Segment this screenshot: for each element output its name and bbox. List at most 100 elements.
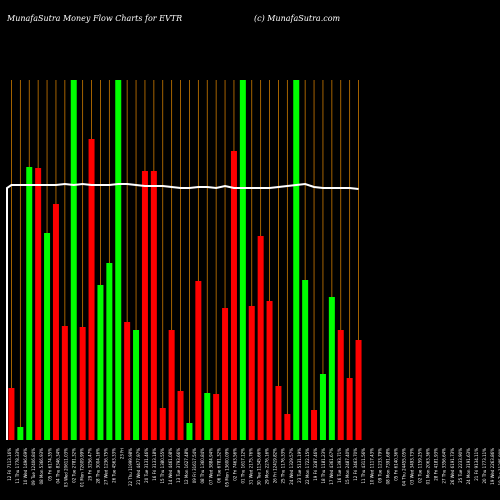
x-tick-label: 26 Tue 4563.33%: [112, 448, 117, 483]
x-tick-label: 02 Tue 1159.25%: [418, 448, 423, 483]
bar: [337, 330, 344, 440]
x-tick-label: 25 Thu 1176.33%: [281, 448, 286, 484]
x-tick-label: 18 Tue 11285.90%: [498, 448, 500, 486]
x-tick-label: 22 Thu 11999.98%: [128, 448, 133, 486]
bar: [168, 330, 175, 440]
x-tick-label: 12 Fri 7113.16%: [7, 448, 12, 481]
bar: [186, 423, 193, 440]
bar: [293, 80, 300, 440]
bar: [44, 233, 51, 440]
x-tick-label: 09 Fri 31617.54%: [192, 448, 197, 483]
x-tick-label: 10 Wed 1496.69%: [23, 448, 28, 485]
bar: [311, 410, 318, 440]
x-tick-label: 05 Mon 13600.09%: [224, 448, 229, 487]
x-tick-label: 27 Thu 3356.64%: [442, 448, 447, 484]
x-tick-label: 07 Wed 3884.94%: [208, 448, 213, 485]
bar: [106, 263, 113, 440]
bar: [266, 301, 273, 440]
bar: [52, 204, 59, 440]
bar: [284, 414, 291, 440]
x-tick-label: 14 Wed 4461.08%: [168, 448, 173, 485]
bar: [248, 306, 255, 440]
x-tick-label: 05 Fri 6140.36%: [393, 448, 398, 481]
bar: [230, 151, 237, 440]
x-tick-label: 30 Tue 11345.66%: [257, 448, 262, 486]
bar: [222, 308, 229, 440]
x-tick-label: 29 Fri 3256.47%: [88, 448, 93, 481]
bar: [88, 139, 95, 440]
bar: [150, 171, 157, 440]
bar: [257, 236, 264, 440]
x-tick-label: 01 Mon 72609.99%: [79, 448, 84, 487]
chart-credit: (c) MunafaSutra.com: [254, 14, 341, 23]
x-tick-label: 23 Fri: [120, 448, 125, 459]
x-tick-label: 15 Mon 2487.40%: [345, 448, 350, 485]
x-tick-label: 22 Mon 1722.15%: [305, 448, 310, 485]
x-tick-label: 09 Tue 1233.79%: [377, 448, 382, 483]
x-tick-label: 18 Thu 1181.23%: [321, 448, 326, 484]
x-tick-label: 11 Thu 1778.33%: [15, 448, 20, 484]
bar: [177, 391, 184, 440]
bar: [79, 327, 86, 440]
x-tick-label: 03 Wed 20611.03%: [63, 448, 68, 487]
bar: [97, 285, 104, 440]
bar: [239, 80, 246, 440]
x-tick-label: 01 Mon 2063.36%: [426, 448, 431, 485]
bar: [61, 326, 68, 440]
x-tick-label: 10 Wed 1117.43%: [369, 448, 374, 485]
x-tick-label: 16 Tue 1393.71%: [337, 448, 342, 483]
x-tick-label: 12 Mon 1627.48%: [184, 448, 189, 485]
x-tick-label: 04 Thu 24455.05%: [401, 448, 406, 486]
bar: [319, 374, 326, 440]
x-tick-label: 08 Thu 1360.84%: [200, 448, 205, 484]
bar: [124, 322, 131, 440]
bar: [275, 386, 282, 440]
x-tick-label: 06 Tue 6781.32%: [216, 448, 221, 483]
x-tick-label: 13 Tue 3793.66%: [176, 448, 181, 483]
x-tick-label: 05 Fri 6174.35%: [47, 448, 52, 481]
x-tick-label: 20 Thu 1773.11%: [482, 448, 487, 484]
x-tick-label: 20 Tue 3131.46%: [144, 448, 149, 483]
x-tick-label: 17 Wed 4361.67%: [329, 448, 334, 485]
x-tick-label: 15 Thu 1380.55%: [160, 448, 165, 484]
bar: [302, 280, 309, 440]
bar: [26, 167, 33, 440]
x-tick-label: 08 Mon 7391.68%: [385, 448, 390, 485]
x-tick-label: 29 Mon 2276.16%: [265, 448, 270, 485]
x-tick-label: 23 Tue 5131.19%: [297, 448, 302, 483]
bar: [355, 340, 362, 440]
x-tick-label: 19 Wed 2263.86%: [490, 448, 495, 485]
bar: [8, 388, 15, 440]
x-tick-label: 01 Thu 1617.12%: [240, 448, 245, 484]
bar: [328, 297, 335, 440]
chart-title: MunafaSutra Money Flow Charts for EVTR: [7, 14, 183, 23]
x-tick-label: 21 Fri 9134.11%: [474, 448, 479, 481]
x-tick-label: 02 Fri 7463.56%: [232, 448, 237, 481]
bar: [204, 393, 211, 440]
x-tick-label: 31 Wed 2175.76%: [249, 448, 254, 485]
x-tick-label: 24 Mon 3191.63%: [466, 448, 471, 485]
x-tick-label: 09 Tue 12406.84%: [31, 448, 36, 486]
x-tick-label: 27 Wed 1236.75%: [104, 448, 109, 485]
bar: [17, 427, 24, 440]
x-tick-label: 04 Thu 8346.34%: [55, 448, 60, 484]
x-tick-labels: 12 Fri 7113.16% 11 Thu 1778.33% 10 Wed 149…: [7, 448, 500, 487]
x-tick-label: 19 Fri 3287.46%: [313, 448, 318, 481]
x-tick-label: 08 Mon 5366.93%: [39, 448, 44, 485]
bar-series: [8, 80, 362, 440]
x-tick-label: 28 Fri 4181.93%: [434, 448, 439, 481]
x-tick-label: 16 Fri 3133.18%: [152, 448, 157, 481]
x-tick-label: 24 Wed 1329.57%: [289, 448, 294, 485]
bar: [213, 394, 220, 440]
x-tick-label: 28 Thu 3004.16%: [96, 448, 101, 484]
trend-line: [6, 182, 359, 440]
x-tick-label: 11 Thu 4311.56%: [361, 448, 366, 484]
bar: [195, 281, 202, 440]
bar: [346, 378, 353, 440]
x-tick-label: 21 Wed 4477.97%: [136, 448, 141, 485]
bar: [141, 171, 148, 440]
x-tick-label: 25 Tue 2233.90%: [458, 448, 463, 483]
x-tick-label: 03 Wed 3493.73%: [410, 448, 415, 485]
bar: [115, 80, 122, 440]
